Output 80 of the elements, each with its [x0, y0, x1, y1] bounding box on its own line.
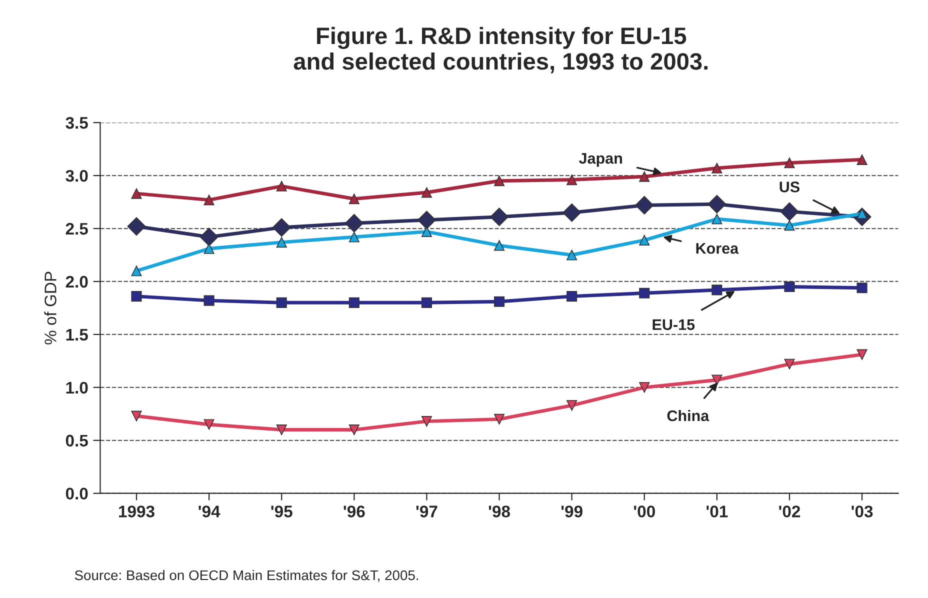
point	[131, 266, 142, 276]
y-tick-label: 2.0	[66, 276, 88, 288]
series-label: China	[667, 410, 710, 422]
series-label: Korea	[696, 243, 739, 254]
point	[566, 250, 578, 260]
y-tick-label: 1.0	[66, 382, 88, 394]
point	[131, 188, 142, 199]
point	[421, 187, 432, 198]
point	[856, 349, 868, 360]
y-tick-label: 3.5	[66, 116, 88, 129]
y-tick-label: 1.5	[66, 329, 88, 341]
point	[348, 232, 360, 242]
point	[856, 154, 868, 165]
y-axis-title: % of GDP	[44, 272, 56, 344]
point	[276, 424, 287, 436]
series-label: EU-15	[652, 319, 695, 330]
source-note: Source: Based on OECD Main Estimates for S&T, 2005.	[74, 570, 418, 582]
point	[566, 400, 578, 411]
x-tick-label: '98	[488, 506, 510, 518]
point	[784, 358, 795, 370]
point	[784, 282, 795, 292]
point	[712, 374, 722, 386]
point	[348, 194, 360, 204]
y-tick-label: 0.0	[66, 488, 88, 500]
point	[780, 202, 799, 221]
point	[494, 296, 505, 307]
point	[784, 158, 795, 168]
x-tick-label: '97	[416, 506, 438, 518]
x-tick-label: '03	[852, 506, 873, 518]
point	[417, 210, 436, 230]
point	[204, 194, 214, 206]
point	[856, 282, 868, 294]
point	[204, 419, 214, 430]
x-tick-label: '02	[779, 506, 800, 518]
point	[272, 218, 291, 237]
chart-title: Figure 1. R&D intensity for EU-15 and selected countries, 1993 to 2003.	[294, 26, 708, 74]
x-tick-label: '01	[706, 506, 728, 518]
point	[712, 162, 722, 174]
point	[348, 424, 360, 436]
x-tick-label: '99	[561, 506, 582, 518]
point	[712, 284, 722, 296]
point	[494, 414, 505, 424]
point	[344, 214, 364, 232]
point	[204, 295, 214, 306]
y-tick-label: 3.0	[66, 170, 88, 182]
point	[276, 297, 287, 308]
point	[421, 416, 432, 427]
y-tick-label: 0.5	[66, 434, 88, 447]
point	[708, 194, 726, 214]
series-label: Japan	[578, 153, 622, 167]
point	[566, 174, 578, 186]
point	[348, 297, 360, 308]
point	[200, 228, 218, 246]
series-label: US	[780, 182, 800, 192]
point	[712, 214, 722, 224]
x-tick-label: '96	[344, 506, 365, 518]
point	[639, 171, 650, 182]
x-tick-label: '95	[271, 506, 292, 518]
point	[490, 208, 509, 226]
point	[421, 297, 432, 308]
y-tick-label: 2.5	[66, 222, 88, 235]
point	[639, 382, 650, 393]
point	[276, 180, 287, 192]
point	[562, 203, 582, 222]
point	[494, 240, 505, 251]
point	[421, 226, 432, 237]
x-tick-label: 1993	[119, 506, 154, 518]
point	[494, 176, 505, 186]
point	[276, 237, 287, 248]
point	[127, 217, 146, 236]
point	[639, 234, 650, 246]
x-tick-label: '00	[634, 506, 655, 518]
point	[204, 243, 214, 254]
point	[635, 196, 654, 214]
point	[131, 291, 142, 302]
point	[639, 288, 650, 298]
point	[784, 220, 795, 231]
x-tick-label: '94	[198, 506, 220, 518]
point	[566, 291, 578, 302]
point	[131, 410, 142, 422]
